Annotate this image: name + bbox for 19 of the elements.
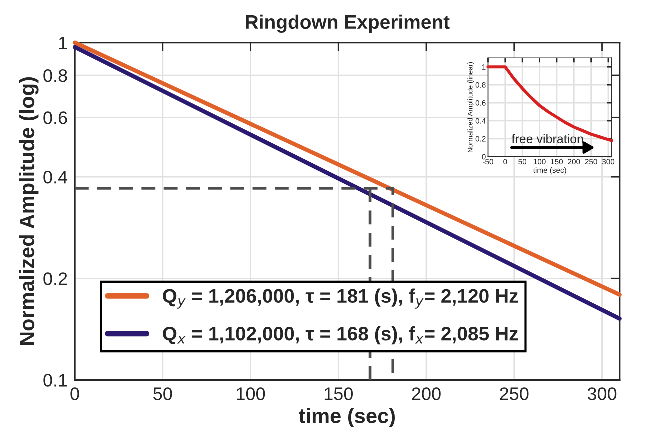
y-tick-label: 0.1 bbox=[44, 374, 68, 387]
x-tick-label: 100 bbox=[237, 388, 266, 400]
x-tick-label: 300 bbox=[588, 388, 617, 400]
y-tick-label: 0.6 bbox=[44, 112, 68, 124]
x-tick-label: 200 bbox=[412, 388, 441, 400]
y-tick-label: 0.2 bbox=[44, 272, 68, 286]
x-tick-label: 0 bbox=[70, 388, 80, 400]
x-tick-label: 250 bbox=[500, 388, 529, 400]
y-tick-label: 1 bbox=[59, 36, 68, 50]
y-axis-title: Normalized Amplitude (log) bbox=[19, 78, 39, 346]
legend-label: Q$_{y}$ = 1,206,000, τ = 181 (s), f$_{y}$= 2,120 Hz bbox=[163, 288, 518, 309]
x-axis-title: time (sec) bbox=[299, 408, 396, 428]
y-tick-label: 0.8 bbox=[44, 69, 68, 82]
y-tick-label: 0.4 bbox=[44, 171, 68, 184]
annotation: free vibration bbox=[512, 134, 584, 144]
x-tick-label: 150 bbox=[324, 388, 353, 400]
x-tick-label: 50 bbox=[154, 388, 172, 400]
chart-title: Ringdown Experiment bbox=[246, 14, 450, 34]
legend-label: Q$_{x}$ = 1,102,000, τ = 168 (s), f$_{x}$= 2,085 Hz bbox=[163, 326, 518, 345]
